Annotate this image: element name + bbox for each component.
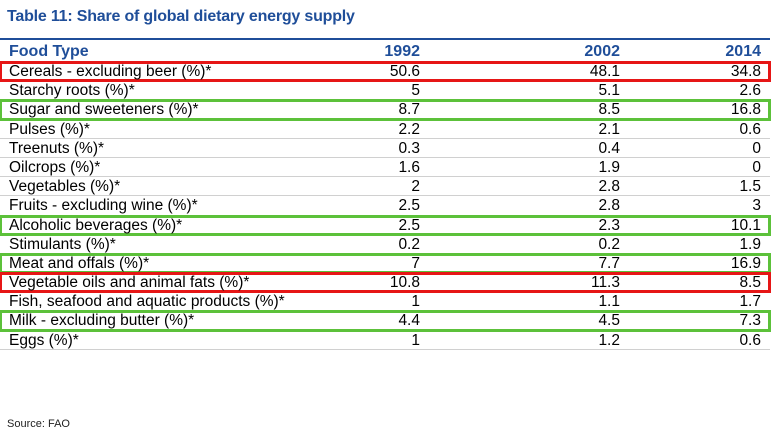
row-label: Eggs (%)* [9, 331, 79, 349]
table-row: Oilcrops (%)* 1.6 1.9 0 [0, 158, 770, 178]
cell-value: 2.5 [398, 216, 420, 234]
header-food-type: Food Type [9, 43, 89, 60]
table-body: Cereals - excluding beer (%)* 50.6 48.1 34.… [0, 60, 771, 350]
cell-value: 0 [752, 139, 761, 157]
cell-value: 7 [411, 254, 420, 272]
row-label: Milk - excluding butter (%)* [9, 312, 195, 330]
cell-value: 0.6 [739, 120, 761, 138]
cell-value: 10.8 [389, 274, 420, 292]
cell-value: 8.5 [739, 274, 761, 292]
cell-value: 0 [752, 158, 761, 176]
row-label: Vegetables (%)* [9, 178, 121, 196]
cell-value: 0.3 [398, 139, 420, 157]
cell-value: 0.2 [598, 235, 620, 253]
cell-value: 11.3 [590, 274, 620, 292]
row-label: Fruits - excluding wine (%)* [9, 197, 198, 215]
row-label: Alcoholic beverages (%)* [9, 216, 183, 234]
cell-value: 0.6 [739, 331, 761, 349]
header-1992: 1992 [384, 43, 420, 60]
cell-value: 50.6 [389, 63, 420, 80]
cell-value: 10.1 [730, 216, 761, 234]
cell-value: 1 [411, 331, 420, 349]
row-label: Sugar and sweeteners (%)* [9, 101, 199, 119]
cell-value: 8.7 [398, 101, 420, 119]
table-row: Pulses (%)* 2.2 2.1 0.6 [0, 120, 770, 139]
cell-value: 1 [411, 293, 420, 311]
table-row: Fish, seafood and aquatic products (%)* 1… [0, 292, 770, 312]
table-row: Sugar and sweeteners (%)* 8.7 8.5 16.8 [0, 99, 771, 121]
row-label: Meat and offals (%)* [9, 254, 150, 272]
table-row: Vegetable oils and animal fats (%)* 10.8 1… [0, 272, 771, 294]
row-label: Vegetable oils and animal fats (%)* [9, 274, 250, 292]
cell-value: 1.5 [739, 178, 761, 196]
table-row: Milk - excluding butter (%)* 4.4 4.5 7.3 [0, 310, 771, 332]
cell-value: 3 [752, 197, 761, 215]
cell-value: 7.3 [739, 312, 761, 330]
row-label: Fish, seafood and aquatic products (%)* [9, 293, 285, 311]
cell-value: 1.9 [598, 158, 620, 176]
row-label: Pulses (%)* [9, 120, 90, 138]
cell-value: 0.2 [398, 235, 420, 253]
row-label: Cereals - excluding beer (%)* [9, 63, 212, 80]
cell-value: 1.1 [598, 293, 620, 311]
cell-value: 4.4 [398, 312, 420, 330]
cell-value: 2.1 [598, 120, 620, 138]
header-2002: 2002 [584, 43, 620, 60]
cell-value: 48.1 [589, 63, 620, 80]
cell-value: 8.5 [598, 101, 620, 119]
cell-value: 2.8 [598, 197, 620, 215]
cell-value: 16.8 [730, 101, 761, 119]
row-label: Starchy roots (%)* [9, 82, 135, 100]
table-row: Vegetables (%)* 2 2.8 1.5 [0, 177, 770, 197]
table-row: Treenuts (%)* 0.3 0.4 0 [0, 139, 770, 158]
cell-value: 2.8 [598, 178, 620, 196]
table-title: Table 11: Share of global dietary energy… [7, 8, 355, 25]
cell-value: 2.6 [739, 82, 761, 100]
table-row: Fruits - excluding wine (%)* 2.5 2.8 3 [0, 196, 770, 216]
cell-value: 1.9 [739, 235, 761, 253]
cell-value: 5 [411, 82, 420, 100]
table-row: Eggs (%)* 1 1.2 0.6 [0, 331, 770, 350]
cell-value: 0.4 [598, 139, 620, 157]
row-label: Oilcrops (%)* [9, 158, 101, 176]
row-label: Treenuts (%)* [9, 139, 105, 157]
table-row: Cereals - excluding beer (%)* 50.6 48.1 34.… [0, 60, 771, 83]
cell-value: 1.7 [739, 293, 761, 311]
table-row: Alcoholic beverages (%)* 2.5 2.3 10.1 [0, 214, 771, 236]
table-row: Meat and offals (%)* 7 7.7 16.9 [0, 252, 771, 275]
cell-value: 2 [411, 178, 420, 196]
cell-value: 2.3 [598, 216, 620, 234]
table-row: Starchy roots (%)* 5 5.1 2.6 [0, 81, 770, 101]
header-2014: 2014 [725, 43, 761, 60]
source-note: Source: FAO [7, 418, 70, 430]
cell-value: 1.2 [598, 331, 620, 349]
cell-value: 34.8 [730, 63, 761, 80]
row-label: Stimulants (%)* [9, 235, 116, 253]
cell-value: 1.6 [398, 158, 420, 176]
cell-value: 2.2 [398, 120, 420, 138]
cell-value: 5.1 [598, 82, 620, 100]
cell-value: 16.9 [730, 254, 761, 272]
table-row: Stimulants (%)* 0.2 0.2 1.9 [0, 235, 770, 254]
cell-value: 4.5 [598, 312, 620, 330]
table-header: Food Type 1992 2002 2014 [0, 38, 770, 62]
cell-value: 7.7 [598, 254, 620, 272]
cell-value: 2.5 [398, 197, 420, 215]
